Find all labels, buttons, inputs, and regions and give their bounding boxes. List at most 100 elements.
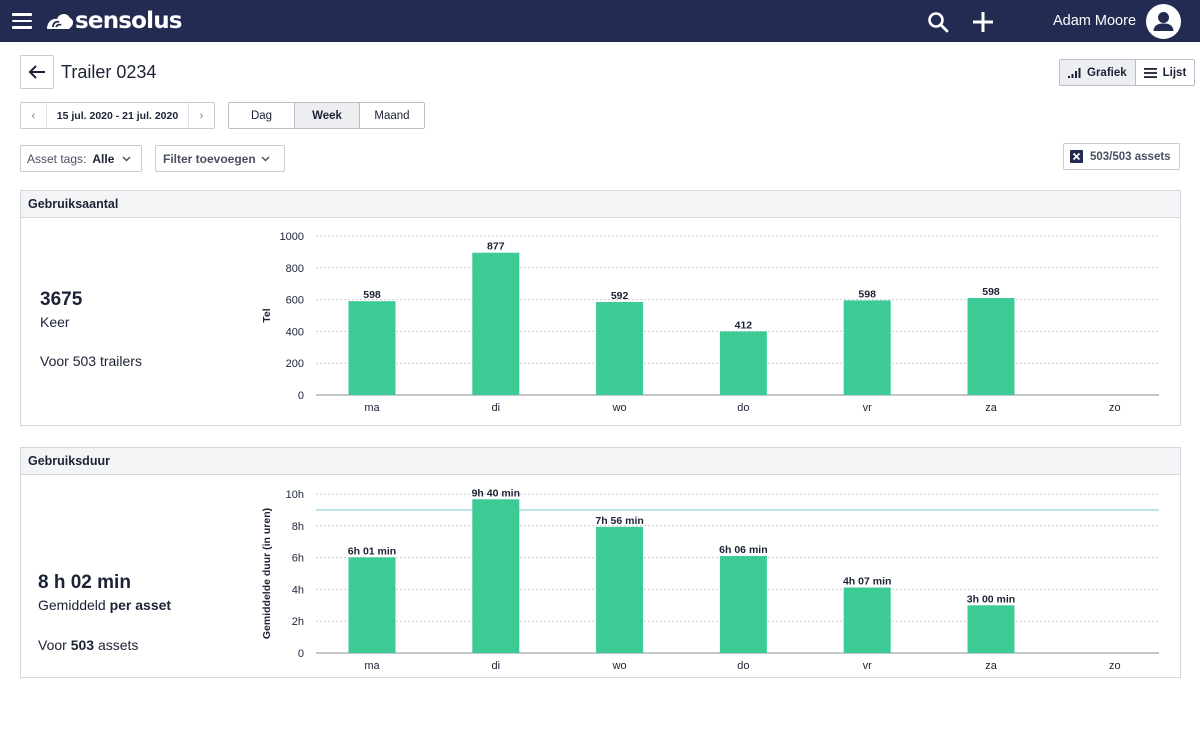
x-tick-label: wo (612, 402, 627, 414)
assets-count-label: 503/503 assets (1090, 150, 1171, 163)
next-period-button[interactable]: › (188, 103, 214, 128)
bar-value-label: 3h 00 min (967, 593, 1015, 605)
y-tick-label: 0 (298, 390, 304, 402)
usage-count-title: Gebruiksaantal (21, 191, 1180, 218)
usage-count-footnote: Voor 503 trailers (40, 353, 142, 369)
user-avatar-icon[interactable] (1146, 4, 1181, 39)
bar-value-label: 598 (858, 288, 876, 300)
usage-duration-total: 8 h 02 min (38, 572, 131, 593)
plus-icon[interactable] (971, 10, 995, 34)
top-navigation-bar: sensolus Adam Moore (0, 0, 1200, 42)
x-tick-label: vr (863, 660, 873, 672)
list-view-button[interactable]: Lijst (1134, 60, 1195, 85)
chart-view-label: Grafiek (1087, 66, 1127, 79)
y-axis-title: Gemiddelde duur (in uren) (261, 508, 273, 639)
x-tick-label: wo (612, 660, 627, 672)
y-tick-label: 10h (286, 489, 304, 501)
chevron-down-icon (261, 156, 270, 161)
bar (596, 526, 644, 653)
asset-tags-label: Asset tags: (27, 151, 87, 166)
y-tick-label: 6h (292, 553, 304, 565)
x-tick-label: ma (364, 660, 380, 672)
bar (967, 298, 1015, 395)
bar-value-label: 6h 01 min (348, 545, 396, 557)
back-button[interactable] (20, 55, 54, 89)
close-icon[interactable] (1070, 150, 1083, 163)
bar (472, 499, 520, 653)
previous-period-button[interactable]: ‹ (21, 103, 47, 128)
view-toggle: Grafiek Lijst (1059, 59, 1196, 86)
x-tick-label: ma (364, 402, 380, 414)
date-range-text[interactable]: 15 jul. 2020 - 21 jul. 2020 (56, 109, 179, 122)
y-tick-label: 2h (292, 616, 304, 628)
list-view-label: Lijst (1162, 66, 1187, 79)
tab-day[interactable]: Dag (229, 103, 294, 128)
usage-duration-footnote-suffix: assets (94, 637, 139, 653)
bar (719, 556, 767, 653)
y-tick-label: 400 (286, 326, 304, 338)
bar-value-label: 7h 56 min (595, 515, 643, 527)
x-tick-label: do (737, 660, 749, 672)
bar-value-label: 412 (735, 319, 753, 331)
bar (843, 300, 891, 395)
bar (472, 252, 520, 395)
bar (967, 605, 1015, 653)
sensolus-logo[interactable]: sensolus (44, 7, 183, 35)
sensolus-logo-icon (47, 13, 74, 29)
chart-view-button[interactable]: Grafiek (1060, 60, 1135, 85)
chevron-right-icon: › (199, 109, 204, 122)
x-tick-label: zo (1109, 660, 1121, 672)
y-tick-label: 8h (292, 521, 304, 533)
bar-value-label: 598 (982, 286, 1000, 298)
bar-value-label: 4h 07 min (843, 576, 891, 588)
bar (719, 331, 767, 395)
y-tick-label: 600 (286, 295, 304, 307)
x-tick-label: di (492, 402, 501, 414)
asset-tags-dropdown[interactable]: Asset tags: Alle (20, 145, 142, 172)
bar (843, 587, 891, 653)
chevron-down-icon (122, 156, 131, 161)
x-tick-label: do (737, 402, 749, 414)
y-tick-label: 200 (286, 358, 304, 370)
bar-value-label: 592 (611, 290, 629, 302)
date-range-picker: ‹ 15 jul. 2020 - 21 jul. 2020 › (20, 102, 215, 129)
bar-value-label: 598 (363, 289, 381, 301)
page-title: Trailer 0234 (61, 62, 157, 82)
add-filter-dropdown[interactable]: Filter toevoegen (155, 145, 285, 172)
user-name[interactable]: Adam Moore (1053, 13, 1137, 29)
bar (348, 301, 396, 395)
usage-count-total: 3675 (40, 289, 83, 310)
period-tabs: Dag Week Maand (228, 102, 425, 129)
bar-value-label: 877 (487, 241, 505, 253)
hamburger-icon[interactable] (12, 13, 32, 29)
y-axis-title: Tel (261, 308, 273, 322)
bar (348, 557, 396, 653)
chevron-left-icon: ‹ (31, 109, 36, 122)
arrow-left-icon (28, 65, 45, 79)
usage-duration-panel: Gebruiksduur 8 h 02 min Gemiddeld per as… (20, 447, 1181, 678)
tab-week[interactable]: Week (294, 103, 359, 128)
tab-month[interactable]: Maand (359, 103, 424, 128)
x-tick-label: za (985, 660, 998, 672)
usage-duration-footnote-count: 503 (70, 637, 95, 653)
search-icon[interactable] (926, 10, 950, 34)
x-tick-label: za (985, 402, 998, 414)
y-tick-label: 1000 (280, 231, 304, 243)
list-icon (1143, 67, 1157, 78)
assets-count-chip[interactable]: 503/503 assets (1063, 143, 1180, 170)
x-tick-label: di (492, 660, 501, 672)
usage-duration-footnote: Voor 503 assets (38, 637, 138, 653)
bar (596, 301, 644, 395)
bar-value-label: 6h 06 min (719, 544, 767, 556)
bar-value-label: 9h 40 min (472, 487, 520, 499)
usage-count-chart: 0 200 400 600 800 1000 Tel ma 598 di 877 wo 592 do 412… (261, 231, 1159, 414)
usage-duration-subtitle: Gemiddeld per asset (38, 597, 171, 613)
asset-tags-value: Alle (92, 151, 115, 166)
x-tick-label: vr (863, 402, 873, 414)
brand-name: sensolus (75, 8, 183, 34)
usage-duration-subtitle-prefix: Gemiddeld (38, 597, 110, 613)
usage-count-unit: Keer (40, 314, 70, 330)
bar-chart-icon (1068, 67, 1081, 78)
y-tick-label: 4h (292, 584, 304, 596)
usage-duration-subtitle-bold: per asset (109, 597, 172, 613)
